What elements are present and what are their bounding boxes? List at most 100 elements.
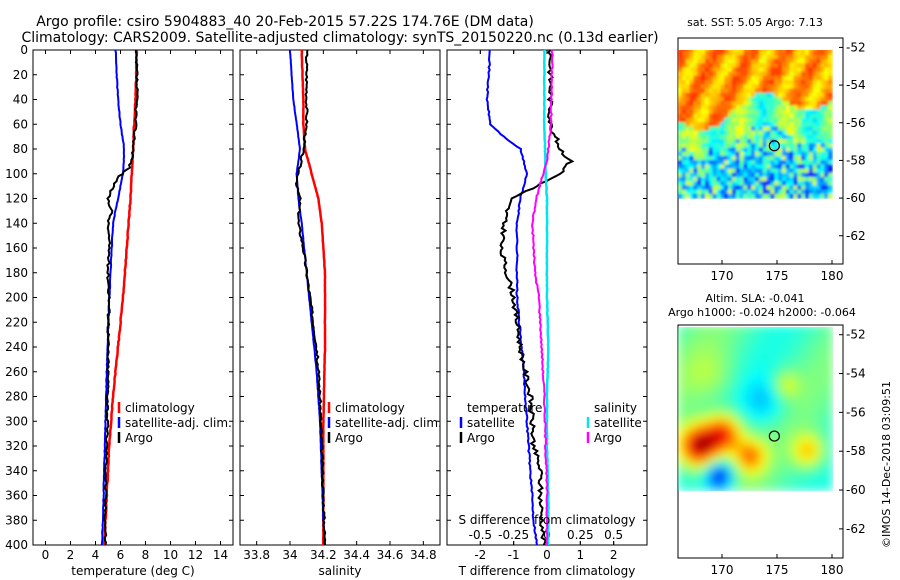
sst-cell <box>782 151 787 157</box>
sst-cell <box>728 181 733 186</box>
sla-cell <box>799 475 806 482</box>
sst-cell <box>820 147 825 153</box>
sst-cell <box>701 80 706 85</box>
sst-cell <box>678 63 683 69</box>
sla-cell <box>689 451 696 457</box>
sla-cell <box>683 344 690 351</box>
sst-cell <box>697 160 702 165</box>
sla-cell <box>804 422 811 428</box>
sst-cell <box>689 134 694 140</box>
sla-cell <box>755 368 762 375</box>
sst-cell <box>739 105 745 111</box>
sla-cell <box>716 460 723 467</box>
sla-cell <box>705 485 712 491</box>
sst-cell <box>735 172 741 178</box>
sst-cell <box>770 88 775 94</box>
sst-cell <box>724 105 729 111</box>
sst-map-title: sat. SST: 5.05 Argo: 7.13 <box>687 16 823 29</box>
sst-cell <box>770 130 775 136</box>
sla-cell <box>694 426 701 433</box>
sst-cell <box>735 151 741 157</box>
sla-cell <box>766 402 773 409</box>
sla-cell <box>727 456 734 462</box>
t-difference-x-axis: -2 -1 0 1 2 <box>474 50 617 562</box>
sla-cell <box>689 344 696 351</box>
sst-cell <box>747 109 752 115</box>
sla-cell <box>788 383 795 389</box>
sst-cell <box>678 126 683 132</box>
sst-cell <box>789 113 795 119</box>
sst-cell <box>751 50 756 56</box>
sla-cell <box>727 431 734 438</box>
sst-cell <box>766 84 771 90</box>
sla-cell <box>821 441 828 448</box>
sla-cell <box>804 426 811 433</box>
sst-cell <box>705 139 710 144</box>
sst-cell <box>728 75 733 81</box>
sst-cell <box>697 109 702 115</box>
lon-tick-label: 175 <box>766 563 789 577</box>
sst-cell <box>801 147 806 153</box>
sla-cell <box>711 327 718 331</box>
sla-cell <box>771 436 778 443</box>
sst-cell <box>828 50 833 56</box>
sst-cell <box>693 88 698 94</box>
sla-cell <box>744 431 751 438</box>
sst-cell <box>731 189 737 195</box>
sla-cell <box>804 359 811 365</box>
sla-cell <box>755 426 762 433</box>
sst-cell <box>678 113 683 119</box>
sst-cell <box>824 156 829 161</box>
sla-cell <box>738 426 745 433</box>
sst-cell <box>793 71 798 77</box>
sla-cell <box>771 485 778 491</box>
sla-cell <box>744 446 751 453</box>
sst-cell <box>712 151 718 157</box>
sst-cell <box>793 185 798 191</box>
sla-cell <box>738 402 745 409</box>
sla-cell <box>771 363 778 370</box>
sst-cell <box>685 92 691 98</box>
sla-cell <box>777 422 784 428</box>
sla-cell <box>733 349 740 355</box>
sla-cell <box>821 373 828 380</box>
sst-cell <box>739 193 745 199</box>
sla-cell <box>766 327 773 331</box>
sla-cell <box>722 412 729 419</box>
sla-cell <box>678 485 685 491</box>
sst-cell <box>708 97 714 102</box>
sst-cell <box>808 189 814 195</box>
sla-cell <box>705 373 712 380</box>
sla-cell <box>788 393 795 399</box>
sla-cell <box>727 451 734 457</box>
sst-cell <box>789 118 795 123</box>
sst-cell <box>731 80 737 85</box>
sst-cell <box>681 185 687 191</box>
sst-cell <box>770 172 775 178</box>
sst-cell <box>739 113 745 119</box>
sst-cell <box>785 113 791 119</box>
sst-cell <box>755 97 760 102</box>
sst-cell <box>808 122 814 128</box>
sst-cell <box>778 118 783 123</box>
x-tick-label: 0.5 <box>604 528 623 542</box>
sst-cell <box>797 101 802 106</box>
sst-cell <box>724 130 729 136</box>
sst-cell <box>697 168 702 174</box>
sla-cell <box>777 485 784 491</box>
salinity-plot-frame <box>239 49 441 546</box>
sst-cell <box>828 59 833 64</box>
sst-cell <box>774 63 779 69</box>
sla-cell <box>771 456 778 462</box>
sst-cell <box>770 84 775 90</box>
sla-cell <box>804 412 811 419</box>
sst-cell <box>743 147 748 153</box>
sla-cell <box>810 388 817 394</box>
sla-cell <box>799 383 806 389</box>
sst-cell <box>758 181 764 186</box>
sla-cell <box>700 446 707 453</box>
sla-cell <box>711 402 718 409</box>
x-tick-label: 6 <box>117 548 125 562</box>
x-tick-label: -1 <box>508 548 520 562</box>
sst-cell <box>824 71 829 77</box>
